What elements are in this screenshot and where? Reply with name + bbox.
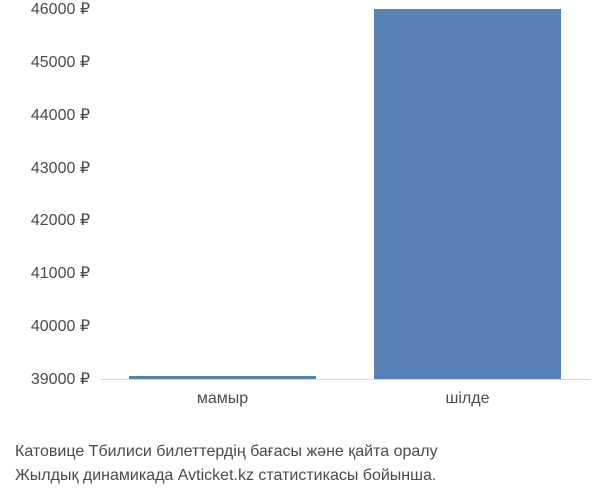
caption-line-1: Катовице Тбилиси билеттердің бағасы және… bbox=[15, 440, 600, 464]
y-tick-label: 39000 ₽ bbox=[0, 372, 90, 388]
y-tick-label: 46000 ₽ bbox=[0, 2, 90, 18]
y-tick-label: 45000 ₽ bbox=[0, 55, 90, 71]
bar bbox=[129, 376, 315, 379]
x-tick-label: мамыр bbox=[100, 390, 345, 408]
x-tick-label: шілде bbox=[345, 390, 590, 408]
price-bar-chart: мамыршілде 39000 ₽ 40000 ₽ 41000 ₽ 42000 ₽ 4… bbox=[0, 0, 600, 440]
y-tick-label: 44000 ₽ bbox=[0, 108, 90, 124]
bar bbox=[374, 9, 560, 379]
chart-caption: Катовице Тбилиси билеттердің бағасы және… bbox=[15, 440, 600, 488]
plot-area bbox=[100, 10, 590, 380]
y-tick-label: 42000 ₽ bbox=[0, 213, 90, 229]
y-tick-label: 41000 ₽ bbox=[0, 266, 90, 282]
y-tick-label: 43000 ₽ bbox=[0, 161, 90, 177]
y-tick-label: 40000 ₽ bbox=[0, 319, 90, 335]
x-axis-labels: мамыршілде bbox=[100, 390, 590, 420]
caption-line-2: Жылдық динамикада Avticket.kz статистика… bbox=[15, 464, 600, 488]
